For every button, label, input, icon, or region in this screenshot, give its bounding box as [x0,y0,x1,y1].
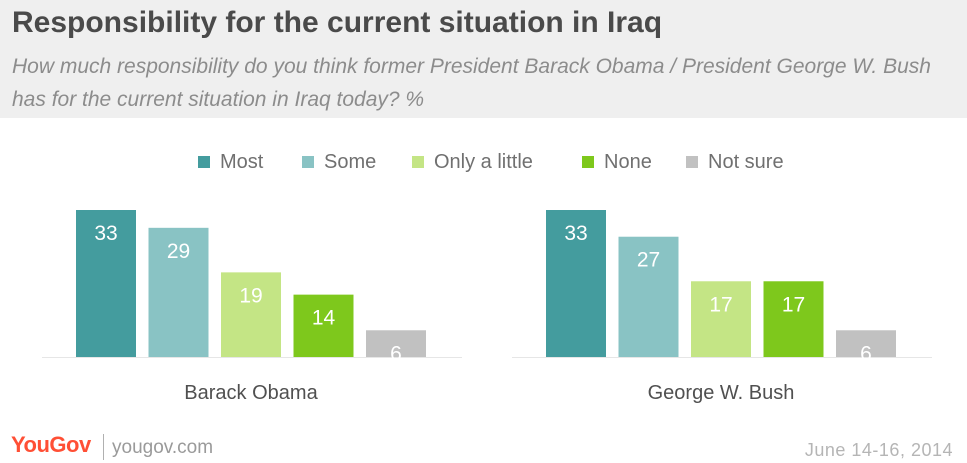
bar [763,281,824,357]
data-label: 27 [637,249,660,272]
bar [221,272,281,357]
legend-label: Only a little [434,150,533,173]
bar [366,330,426,357]
bar [836,330,896,357]
chart-subtitle: How much responsibility do you think for… [12,55,931,111]
data-label: 33 [94,222,117,245]
legend-swatch [582,156,594,168]
legend-swatch [302,156,314,168]
chart-header: Responsibility for the current situation… [0,0,967,118]
data-label: 17 [782,293,805,316]
legend-label: Not sure [708,150,784,173]
legend-label: Most [220,150,264,173]
bar [691,281,751,357]
legend-label: Some [324,150,377,173]
bar [546,210,606,357]
survey-date: June 14-16, 2014 [804,440,953,460]
bar [148,227,209,357]
footer-url: yougov.com [112,437,214,458]
legend-item: Most [198,148,263,176]
data-label: 17 [709,293,732,316]
category-label: George W. Bush [648,382,795,404]
chart-legend: Most Some Only a little None Not sure [0,148,967,176]
bar [293,294,354,357]
bar [76,210,136,357]
yougov-logo: YouGov [11,432,91,457]
legend-item: Not sure [686,148,784,176]
data-label: 19 [239,284,262,307]
legend-item: Only a little [412,148,533,176]
bar [618,236,679,357]
legend-swatch [412,156,424,168]
legend-item: None [582,148,652,176]
data-label: 33 [564,222,587,245]
data-label: 6 [390,342,402,365]
chart-title: Responsibility for the current situation… [12,6,663,39]
legend-swatch [198,156,210,168]
legend-label: None [604,150,652,173]
data-label: 29 [167,240,190,263]
legend-swatch [686,156,698,168]
data-label: 6 [860,342,872,365]
legend-item: Some [302,148,376,176]
data-label: 14 [312,307,336,330]
footer-separator [103,434,104,460]
category-label: Barack Obama [184,382,318,404]
